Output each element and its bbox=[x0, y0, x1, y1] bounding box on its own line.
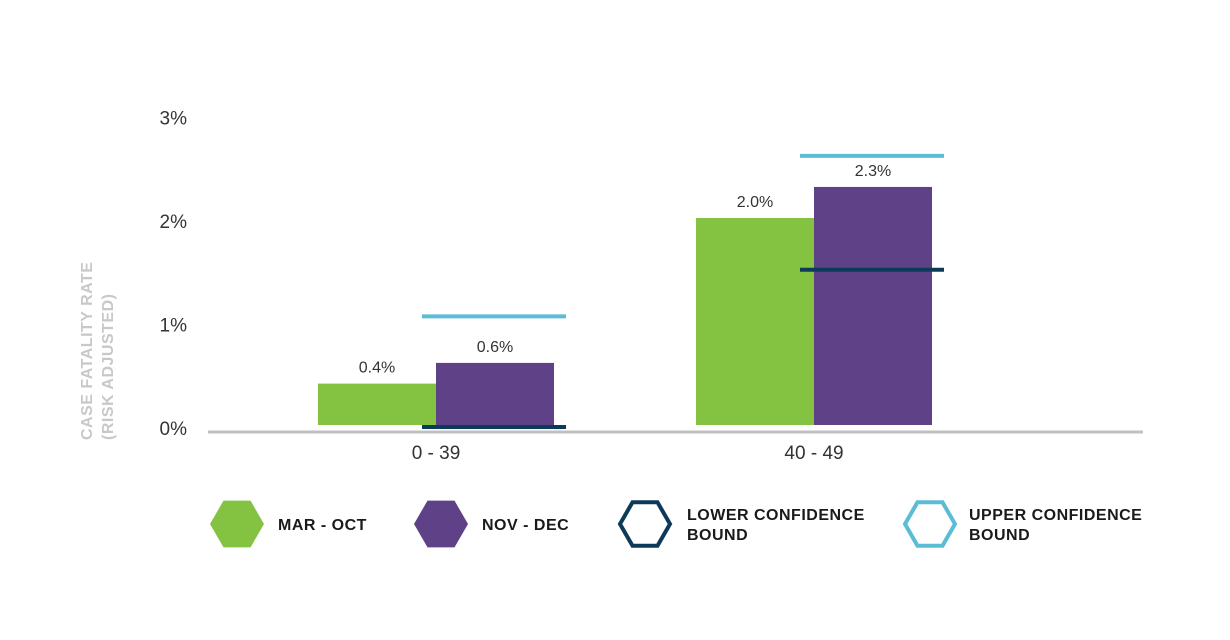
legend-label: BOUND bbox=[969, 527, 1030, 544]
y-axis-title: CASE FATALITY RATE (RISK ADJUSTED) bbox=[79, 262, 117, 440]
bar bbox=[318, 383, 436, 425]
data-label: 0.6% bbox=[477, 339, 513, 356]
data-label: 2.0% bbox=[737, 194, 773, 211]
y-axis-ticks: 0% 1% 2% 3% bbox=[160, 109, 188, 441]
legend-label: LOWER CONFIDENCE bbox=[687, 507, 865, 524]
y-tick-label: 1% bbox=[160, 316, 188, 337]
legend-item: NOV - DEC bbox=[414, 500, 569, 548]
hexagon-swatch-icon bbox=[210, 500, 264, 548]
legend-label: NOV - DEC bbox=[482, 517, 569, 534]
confidence-bounds bbox=[422, 153, 944, 429]
hexagon-swatch-icon bbox=[414, 500, 468, 548]
legend-item: UPPER CONFIDENCE BOUND bbox=[902, 500, 1142, 548]
legend-label: UPPER CONFIDENCE bbox=[969, 507, 1142, 524]
legend-item: LOWER CONFIDENCE BOUND bbox=[617, 500, 865, 548]
hexagon-outline-icon bbox=[902, 500, 958, 548]
x-tick-label: 40 - 49 bbox=[784, 443, 843, 464]
bar bbox=[436, 362, 554, 425]
y-tick-label: 2% bbox=[160, 212, 188, 233]
y-tick-label: 3% bbox=[160, 109, 188, 130]
legend-item: MAR - OCT bbox=[210, 500, 367, 548]
bar bbox=[814, 186, 932, 425]
bar bbox=[696, 218, 814, 425]
bars: 0.4% 0.6% 2.0% 2.3% bbox=[318, 163, 932, 425]
data-label: 0.4% bbox=[359, 360, 395, 377]
y-axis-title-line1: CASE FATALITY RATE bbox=[79, 262, 96, 440]
legend-label: MAR - OCT bbox=[278, 517, 367, 534]
legend-label: BOUND bbox=[687, 527, 748, 544]
x-tick-label: 0 - 39 bbox=[412, 443, 461, 464]
hexagon-outline-icon bbox=[617, 500, 673, 548]
x-axis-labels: 0 - 39 40 - 49 bbox=[412, 443, 844, 464]
y-axis-title-line2: (RISK ADJUSTED) bbox=[100, 294, 117, 440]
y-tick-label: 0% bbox=[160, 419, 188, 440]
data-label: 2.3% bbox=[855, 163, 891, 180]
